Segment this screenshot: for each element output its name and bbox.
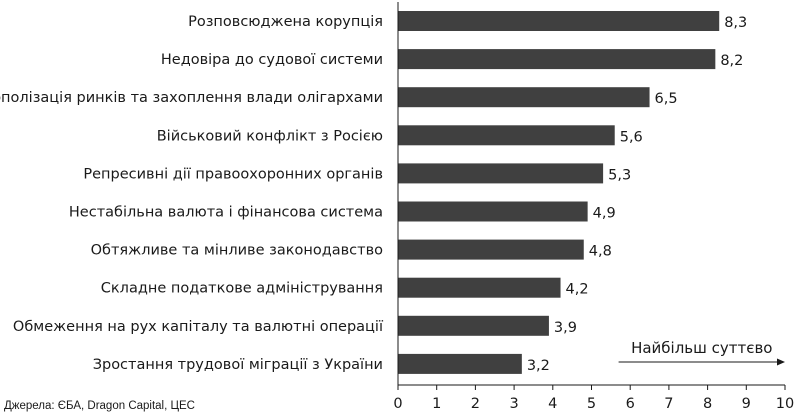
value-label: 3,2: [527, 358, 550, 374]
value-label: 4,9: [593, 206, 616, 222]
x-tick-label: 0: [393, 396, 402, 412]
bar: [398, 87, 650, 108]
x-tick-label: 2: [471, 396, 480, 412]
value-label: 5,3: [608, 167, 631, 183]
value-label: 8,3: [724, 15, 747, 31]
x-tick-label: 10: [776, 396, 794, 412]
category-label: Зростання трудової міграції з України: [93, 357, 383, 373]
value-label: 3,9: [554, 320, 577, 336]
annotation-text: Найбільш суттєво: [631, 339, 772, 357]
x-tick-label: 9: [742, 396, 751, 412]
value-label: 4,2: [566, 282, 589, 298]
bar: [398, 163, 604, 184]
value-labels: 8,3 8,2 6,5 5,6 5,3 4,9 4,8 4,2 3,9 3,2: [527, 15, 747, 374]
x-tick-label: 6: [626, 396, 635, 412]
x-tick-label: 7: [664, 396, 673, 412]
bar: [398, 11, 720, 31]
x-tick-label: 5: [587, 396, 596, 412]
value-label: 6,5: [655, 91, 678, 107]
x-tick-label: 1: [432, 396, 441, 412]
source-note: Джерела: ЄБА, Dragon Capital, ЦЕС: [4, 400, 195, 412]
bar: [398, 277, 561, 298]
bar: [398, 125, 615, 146]
value-label: 8,2: [720, 53, 743, 69]
annotation-arrow-head: [777, 358, 785, 366]
x-tick-label: 3: [509, 396, 518, 412]
x-tick-label: 4: [548, 396, 557, 412]
category-label: Нестабільна валюта і фінансова система: [69, 205, 383, 221]
category-label: Монополізація ринків та захоплення влади…: [0, 90, 383, 106]
bar: [398, 239, 584, 260]
bars-layer: [398, 11, 720, 374]
x-axis: 0 1 2 3 4 5 6 7 8 9 10: [393, 2, 794, 412]
x-tick-label: 8: [703, 396, 712, 412]
category-label: Обмеження на рух капіталу та валютні опе…: [13, 319, 384, 335]
value-label: 5,6: [620, 129, 643, 145]
category-label: Обтяжливе та мінливе законодавство: [91, 243, 384, 259]
category-label: Військовий конфлікт з Росією: [157, 128, 383, 144]
category-label: Недовіра до судової системи: [161, 52, 383, 68]
bar: [398, 49, 716, 70]
category-labels: Розповсюджена корупція Недовіра до судово…: [0, 14, 384, 373]
value-label: 4,8: [589, 244, 612, 260]
category-label: Розповсюджена корупція: [188, 14, 383, 30]
bar: [398, 201, 588, 222]
annotation: Найбільш суттєво: [618, 339, 785, 366]
bar: [398, 353, 522, 374]
bar: [398, 315, 549, 336]
category-label: Складне податкове адміністрування: [101, 281, 383, 297]
category-label: Репресивні дії правоохоронних органів: [83, 166, 383, 182]
